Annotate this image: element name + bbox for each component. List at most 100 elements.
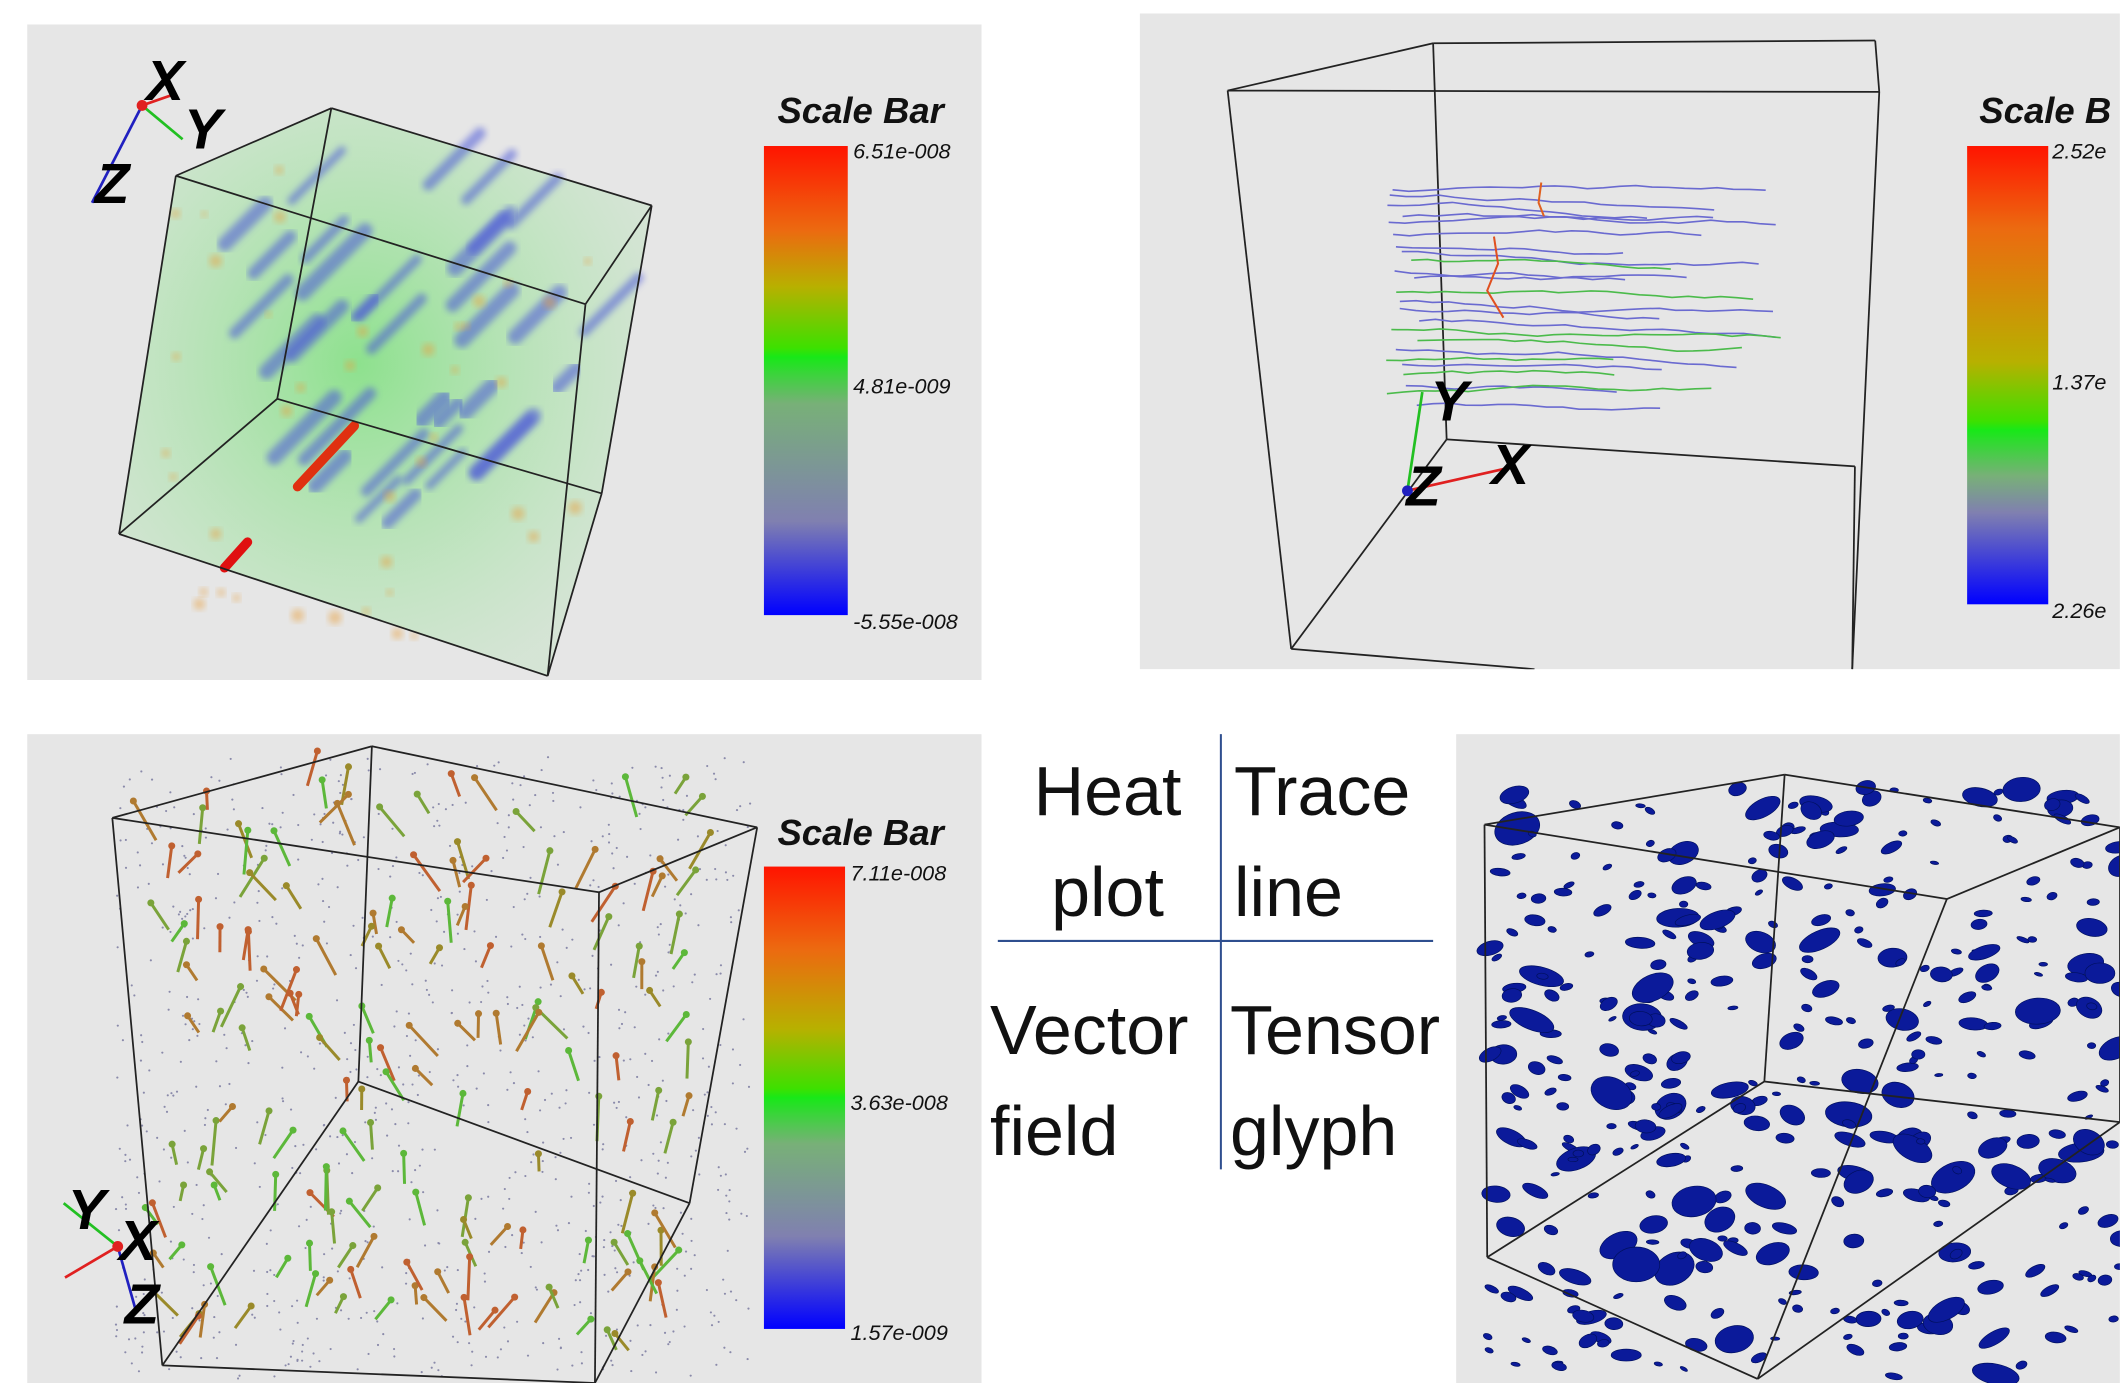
field-dot [355, 1068, 358, 1071]
field-dot [518, 985, 521, 988]
field-dot [414, 1039, 417, 1042]
field-dot [654, 974, 658, 977]
field-dot [338, 832, 341, 835]
field-dot [281, 1066, 284, 1069]
field-dot [130, 1362, 133, 1365]
field-dot [458, 871, 461, 875]
field-dot [382, 1333, 385, 1336]
field-dot [376, 1320, 379, 1323]
field-dot [511, 782, 514, 785]
field-dot [117, 1229, 121, 1232]
field-dot [706, 764, 709, 768]
vector-head [504, 1222, 512, 1231]
vector-head [246, 869, 254, 877]
vector-arrow [466, 1256, 472, 1301]
tensor-glyph [1930, 819, 1942, 827]
field-dot [664, 1176, 667, 1179]
tensor-glyph [1679, 900, 1689, 908]
tensor-glyph [1978, 1327, 2010, 1349]
tensor-glyph [1824, 883, 1833, 890]
field-dot [353, 1140, 357, 1144]
field-dot [140, 1124, 144, 1127]
field-dot [148, 1069, 151, 1072]
vector-head [244, 826, 252, 834]
tensor-glyph [1645, 1239, 1660, 1245]
field-dot [322, 1276, 325, 1279]
tensor-glyph [1569, 800, 1581, 810]
field-dot [163, 1105, 166, 1108]
field-dot [289, 1355, 293, 1358]
tensor-glyph [1810, 1168, 1831, 1178]
field-dot [371, 935, 374, 938]
blob [422, 343, 435, 356]
vector-arrow [414, 1191, 427, 1226]
field-dot [509, 1071, 512, 1074]
field-dot [675, 1308, 678, 1311]
cube-edge [111, 817, 164, 1366]
field-dot [191, 1307, 194, 1310]
field-dot [336, 1135, 339, 1139]
blob [543, 296, 556, 309]
vector-head [228, 1102, 236, 1110]
field-dot [505, 849, 509, 852]
field-dot [524, 1174, 527, 1178]
tensor-glyph [1699, 909, 1736, 931]
field-dot [439, 895, 442, 899]
field-dot [709, 1311, 712, 1314]
field-dot [292, 1339, 295, 1343]
vector-head [388, 894, 396, 902]
field-dot [493, 764, 496, 767]
tensor-glyph [1612, 1246, 1661, 1283]
tensor-glyph [1613, 1293, 1624, 1300]
tensor-glyph [1506, 928, 1519, 937]
vector-head [194, 850, 202, 858]
tensor-glyph [1563, 1134, 1575, 1144]
vector-head [682, 773, 690, 781]
legend-cell: Heat plot [1033, 752, 1182, 931]
vector-head [587, 1315, 595, 1323]
field-dot [538, 895, 541, 898]
field-dot [629, 1058, 632, 1061]
field-dot [722, 1278, 725, 1281]
field-dot [433, 962, 436, 965]
field-dot [115, 1305, 118, 1308]
tensor-glyph [1559, 1268, 1592, 1286]
tensor-glyph [1885, 1372, 1903, 1381]
field-dot [468, 1342, 471, 1345]
vector-head [397, 926, 405, 934]
field-dot [281, 887, 284, 890]
field-dot [487, 1250, 491, 1253]
vector-arrow [304, 1273, 317, 1308]
field-dot [746, 826, 749, 829]
vector-head [471, 774, 479, 782]
tensor-glyph [1671, 876, 1697, 895]
field-dot [115, 1328, 119, 1332]
tensor-glyph [1744, 1222, 1761, 1235]
field-dot [278, 1311, 281, 1314]
field-dot [683, 1274, 686, 1277]
field-dot [143, 1314, 146, 1317]
field-dot [145, 1130, 148, 1133]
blob [291, 608, 305, 622]
tensor-glyph [1788, 1264, 1819, 1281]
cube-edge [1291, 648, 1535, 670]
field-dot [512, 905, 515, 909]
field-dot [202, 1284, 205, 1287]
tensor-glyph [1631, 972, 1674, 1003]
vector-arrow [336, 802, 356, 846]
field-dot [737, 909, 740, 912]
vector-head [410, 851, 418, 859]
field-dot [421, 1148, 424, 1151]
field-dot [603, 1239, 606, 1242]
field-dot [473, 1306, 476, 1309]
cube-edge [357, 746, 373, 1082]
field-dot [118, 1147, 121, 1150]
field-dot [309, 1365, 312, 1368]
field-dot [197, 998, 200, 1001]
blob [429, 433, 438, 442]
vector-arrow [211, 1010, 222, 1033]
tensor-glyph [1633, 881, 1645, 888]
vector-head [282, 882, 290, 890]
field-dot [390, 1108, 394, 1111]
field-dot [710, 1105, 713, 1109]
